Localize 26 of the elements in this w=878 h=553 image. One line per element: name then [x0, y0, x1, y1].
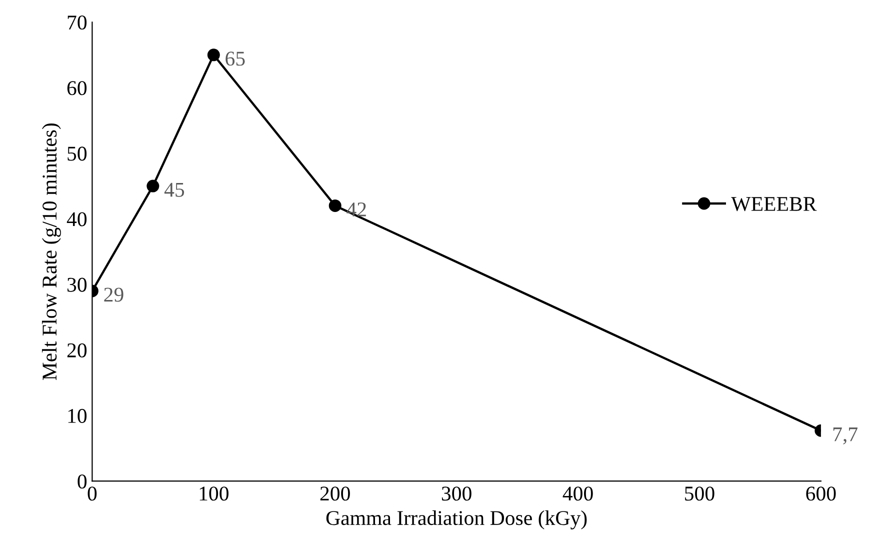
point — [207, 48, 220, 62]
data-label: 45 — [164, 182, 184, 197]
x-tick-label: 200 — [320, 486, 350, 501]
point — [328, 199, 342, 212]
x-tick-label: 0 — [88, 486, 97, 501]
y-tick-label: 50 — [68, 146, 87, 161]
y-tick-label: 60 — [67, 81, 87, 96]
data-label: 29 — [104, 288, 124, 302]
x-tick-label: 100 — [200, 486, 228, 501]
y-tick-label: 10 — [68, 408, 87, 423]
point — [146, 180, 160, 192]
legend-label: WEEEBR — [731, 197, 817, 212]
x-tick-label: 500 — [685, 486, 714, 501]
y-tick-label: 0 — [78, 474, 87, 489]
y-axis-title: Melt Flow Rate (g/10 minutes) — [42, 123, 61, 380]
x-axis-title: Gamma Irradiation Dose (kGy) — [326, 510, 587, 530]
y-tick-label: 40 — [66, 212, 87, 226]
data-label: 65 — [226, 52, 245, 66]
x-tick-label: 300 — [442, 486, 472, 501]
y-tick-label: 20 — [67, 343, 87, 358]
data-label: 7,7 — [833, 428, 858, 444]
x-tick-label: 600 — [806, 486, 836, 501]
y-tick-label: 70 — [68, 15, 87, 30]
data-label: 42 — [346, 202, 366, 216]
y-tick-label: 30 — [67, 278, 87, 292]
x-tick-label: 400 — [562, 486, 593, 501]
